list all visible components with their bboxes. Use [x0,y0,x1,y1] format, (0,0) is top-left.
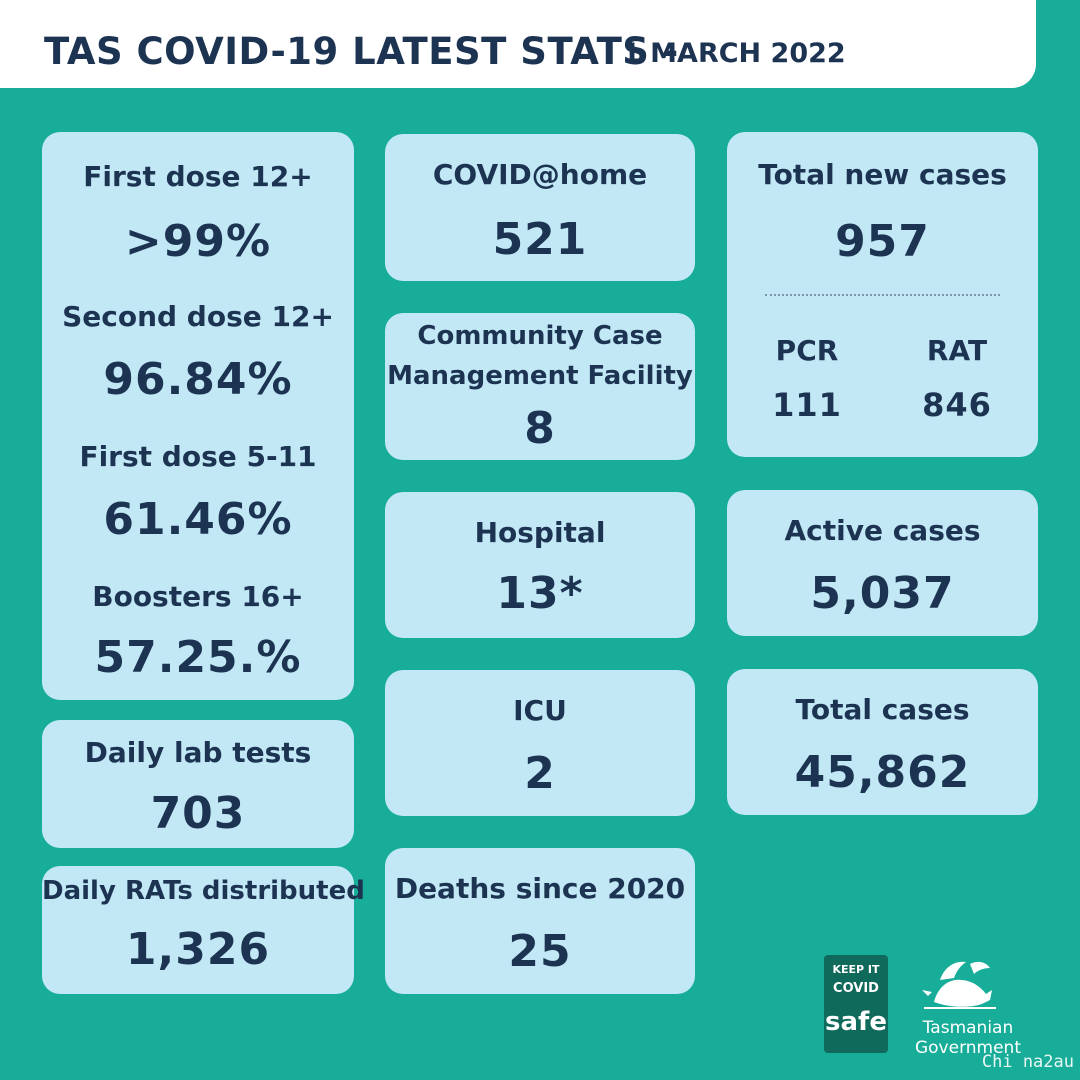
gov-line2: Government [914,1038,1022,1058]
covid-home-card: COVID@home 521 [385,134,695,281]
covid-text: COVID [833,981,879,996]
watermark: Chi na2au [981,1052,1074,1072]
icu-value: 2 [524,748,556,799]
total-new-cases-label: Total new cases [758,158,1007,191]
boosters-16-label: Boosters 16+ [92,580,304,613]
deaths-card: Deaths since 2020 25 [385,848,695,994]
page-title: TAS COVID-19 LATEST STATS - [44,30,679,73]
gov-line1: Tasmanian [922,1018,1014,1038]
active-cases-value: 5,037 [810,568,955,619]
hospital-label: Hospital [474,516,606,549]
rat-label: RAT [926,334,988,367]
tasmanian-devil-icon [922,961,996,1009]
keep-it-text: KEEP IT [832,963,880,976]
first-dose-5-11-value: 61.46% [103,494,293,545]
keep-it-covid-safe-logo: KEEP IT COVID safe [824,955,888,1053]
daily-rats-label: Daily RATs distributed [42,876,365,906]
active-cases-label: Active cases [784,514,981,547]
tasmanian-government-wordmark: Tasmanian Government [908,1018,1028,1058]
covid-home-label: COVID@home [432,158,648,191]
boosters-16-value: 57.25.% [94,632,302,683]
vaccination-card: First dose 12+ >99% Second dose 12+ 96.8… [42,132,354,700]
page-date: 1 MARCH 2022 [622,38,846,69]
ccmf-value: 8 [524,403,556,454]
icu-card: ICU 2 [385,670,695,816]
safe-text: safe [825,1007,887,1037]
total-new-cases-value: 957 [835,216,930,267]
dotted-divider [765,294,1000,296]
ccmf-label-line1: Community Case [417,321,663,351]
deaths-value: 25 [508,926,572,977]
first-dose-12-value: >99% [124,216,272,267]
daily-lab-tests-label: Daily lab tests [84,736,312,769]
hospital-value: 13* [496,568,584,619]
total-new-cases-card: Total new cases 957 PCR RAT 111 846 [727,132,1038,457]
pcr-label: PCR [775,334,839,367]
icu-label: ICU [513,694,567,727]
deaths-label: Deaths since 2020 [394,872,686,905]
total-cases-card: Total cases 45,862 [727,669,1038,815]
daily-lab-tests-card: Daily lab tests 703 [42,720,354,848]
covid-home-value: 521 [492,214,588,265]
second-dose-12-value: 96.84% [103,354,293,405]
total-cases-value: 45,862 [794,747,971,798]
pcr-value: 111 [772,386,842,424]
ccmf-card: Community Case Management Facility 8 [385,313,695,460]
header-banner: TAS COVID-19 LATEST STATS - 1 MARCH 2022 [0,0,1036,88]
daily-rats-card: Daily RATs distributed 1,326 [42,866,365,994]
daily-lab-tests-value: 703 [150,788,246,839]
daily-rats-value: 1,326 [125,924,271,975]
first-dose-5-11-label: First dose 5-11 [79,440,317,473]
rat-value: 846 [922,386,992,424]
ccmf-label-line2: Management Facility [387,361,693,391]
first-dose-12-label: First dose 12+ [83,160,313,193]
total-cases-label: Total cases [795,693,970,726]
hospital-card: Hospital 13* [385,492,695,638]
second-dose-12-label: Second dose 12+ [62,300,334,333]
active-cases-card: Active cases 5,037 [727,490,1038,636]
